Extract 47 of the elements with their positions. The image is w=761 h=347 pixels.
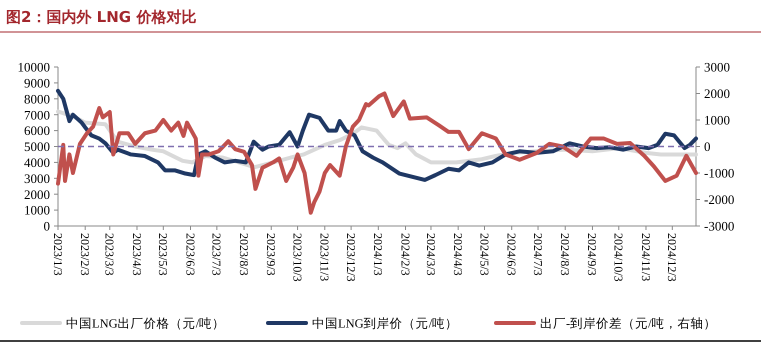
x-tick-label: 2023/3/3 [102, 233, 117, 276]
x-tick-label: 2023/6/3 [183, 233, 198, 276]
x-tick-label: 2024/4/3 [450, 233, 465, 276]
x-tick-label: 2023/1/3 [50, 233, 65, 276]
y-tick-label: 3000 [24, 170, 50, 186]
x-tick-label: 2023/9/3 [264, 233, 278, 276]
x-tick-label: 2024/1/3 [371, 233, 386, 276]
y-tick-label: 10000 [18, 60, 50, 75]
x-tick-label: 2023/5/3 [156, 233, 170, 276]
y2-tick-label: -1000 [704, 166, 734, 181]
legend-label: 中国LNG到岸价（元/吨） [312, 316, 458, 330]
x-tick-label: 2024/2/3 [398, 233, 412, 276]
y-tick-label: 5000 [24, 139, 50, 154]
y-tick-label: 2000 [24, 186, 50, 202]
x-tick-label: 2024/7/3 [530, 233, 545, 276]
y2-tick-label: 2000 [704, 86, 730, 102]
x-tick-label: 2024/10/3 [612, 233, 626, 282]
x-tick-label: 2023/2/3 [78, 233, 92, 276]
line-series [56, 92, 698, 215]
x-tick-label: 2023/12/3 [344, 233, 358, 282]
y-tick-label: 8000 [24, 91, 50, 106]
x-tick-label: 2024/8/3 [558, 233, 572, 276]
x-tick-label: 2024/5/3 [477, 233, 492, 276]
y2-tick-label: 0 [704, 139, 710, 154]
y-tick-label: 9000 [24, 75, 50, 90]
chart-title: 图2：国内外 LNG 价格对比 [6, 8, 196, 26]
legend-label: 出厂-到岸价差（元/吨，右轴） [540, 316, 717, 330]
y-tick-label: 0 [44, 218, 50, 234]
y2-tick-label: -3000 [704, 218, 734, 234]
y-tick-label: 7000 [24, 107, 50, 122]
y-tick-label: 6000 [24, 123, 50, 138]
legend-label: 中国LNG出厂价格（元/吨） [66, 316, 226, 330]
x-tick-label: 2023/4/3 [130, 233, 144, 276]
x-tick-label: 2024/6/3 [504, 233, 519, 276]
x-tick-label: 2024/12/3 [665, 233, 680, 282]
y2-tick-label: 1000 [704, 112, 730, 128]
x-tick-label: 2023/11/3 [318, 233, 332, 282]
y-tick-label: 4000 [24, 154, 50, 170]
x-tick-label: 2024/9/3 [585, 233, 600, 276]
y2-tick-label: 3000 [704, 60, 730, 75]
x-tick-label: 2024/3/3 [424, 233, 438, 276]
y-tick-label: 1000 [24, 202, 50, 218]
x-tick-label: 2024/11/3 [638, 233, 653, 282]
x-tick-label: 2023/8/3 [236, 233, 251, 276]
x-tick-label: 2023/7/3 [210, 233, 224, 276]
x-tick-label: 2023/10/3 [290, 233, 304, 282]
y2-tick-label: -2000 [704, 192, 734, 208]
